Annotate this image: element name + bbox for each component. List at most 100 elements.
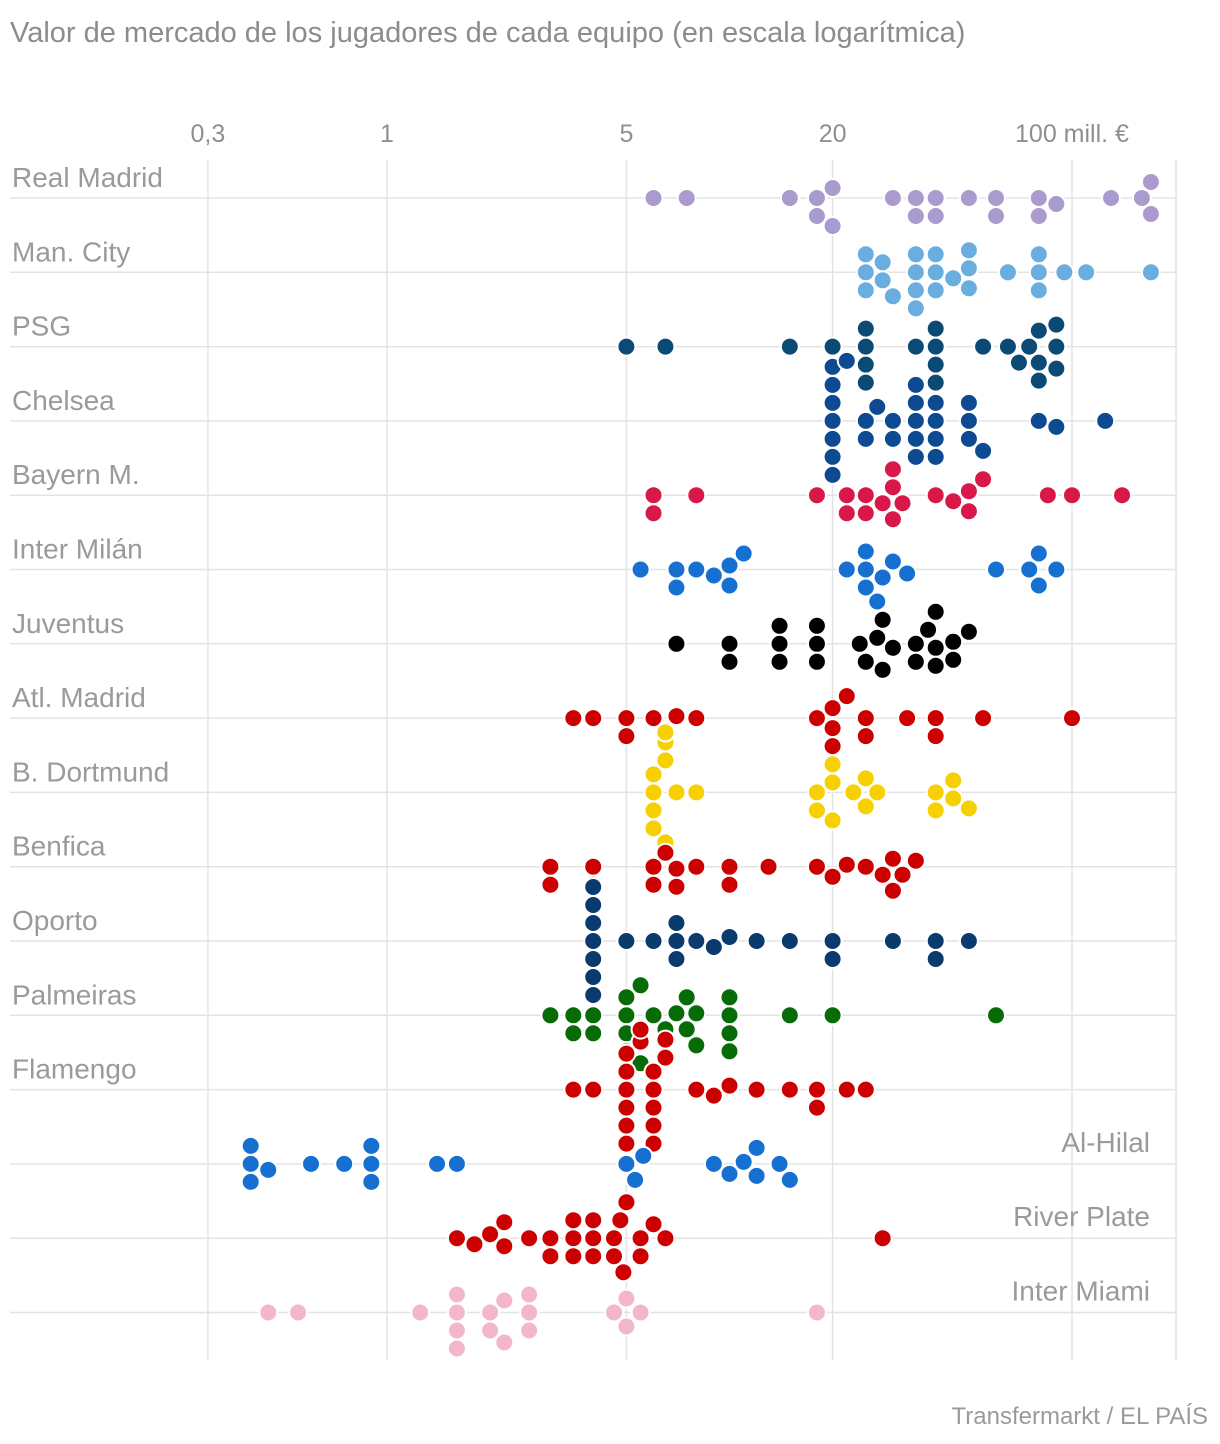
player-dot	[882, 509, 903, 530]
player-dot	[361, 1153, 382, 1174]
team-label: Bayern M.	[12, 459, 140, 490]
player-dot	[958, 240, 979, 261]
player-dot	[882, 188, 903, 208]
player-dot	[925, 244, 946, 265]
player-dot	[806, 188, 827, 208]
player-dot	[822, 1005, 843, 1026]
player-dot	[872, 270, 893, 291]
player-dot	[1028, 410, 1049, 431]
player-dot	[746, 1165, 767, 1186]
player-dot	[666, 931, 687, 951]
player-dot	[719, 1075, 740, 1096]
team-label: Flamengo	[12, 1054, 137, 1085]
player-dot	[1028, 543, 1049, 564]
player-dot	[882, 848, 903, 869]
team-label: Benfica	[12, 831, 106, 862]
player-dot	[583, 985, 604, 1005]
team-label: B. Dortmund	[12, 756, 169, 787]
player-dot	[563, 1246, 584, 1267]
player-dot	[836, 1079, 857, 1100]
player-dot	[446, 1302, 467, 1323]
player-dot	[1028, 188, 1049, 208]
player-dot	[925, 726, 946, 747]
player-dot	[583, 1079, 604, 1100]
player-dot	[666, 782, 687, 803]
player-dot	[806, 782, 827, 803]
player-dot	[616, 987, 637, 1008]
player-dot	[855, 541, 876, 562]
player-dot	[603, 1228, 624, 1249]
player-dot	[843, 782, 864, 803]
player-dot	[686, 1079, 707, 1100]
player-dot	[616, 1192, 637, 1213]
team-label: Inter Miami	[1012, 1276, 1150, 1307]
player-dot	[630, 1019, 651, 1040]
player-dot	[1076, 262, 1097, 283]
player-dot	[633, 1145, 654, 1166]
player-dot	[603, 1246, 624, 1267]
player-dot	[872, 493, 893, 514]
player-dot	[361, 1135, 382, 1156]
player-dot	[666, 913, 687, 933]
player-dot	[925, 708, 946, 729]
player-dot	[666, 949, 687, 969]
player-dot	[361, 1171, 382, 1192]
player-dot	[494, 1332, 515, 1353]
team-row: Man. City	[10, 236, 1176, 319]
player-dot	[769, 615, 790, 636]
player-dot	[1046, 416, 1067, 437]
player-dot	[943, 491, 964, 512]
player-dot	[446, 1338, 467, 1359]
player-dot	[822, 446, 843, 467]
player-dot	[855, 244, 876, 265]
player-dot	[925, 392, 946, 413]
player-dot	[258, 1159, 279, 1180]
team-label: Man. City	[12, 236, 130, 267]
player-dot	[703, 1153, 724, 1174]
player-dot	[1028, 206, 1049, 226]
player-dot	[925, 485, 946, 506]
player-dot	[1019, 336, 1040, 357]
player-dot	[616, 1005, 637, 1026]
team-label: Palmeiras	[12, 979, 136, 1010]
player-dot	[719, 856, 740, 877]
player-dot	[905, 298, 926, 319]
player-dot	[563, 1005, 584, 1026]
player-dot	[973, 440, 994, 461]
player-dot	[1095, 410, 1116, 431]
player-dot	[643, 800, 664, 821]
player-dot	[779, 188, 800, 208]
player-dot	[822, 949, 843, 969]
player-dot	[643, 818, 664, 839]
player-dot	[1028, 280, 1049, 301]
x-tick-label: 5	[619, 120, 633, 148]
player-dot	[655, 1029, 676, 1050]
player-dot	[686, 559, 707, 580]
player-dot	[1046, 336, 1067, 357]
player-dot	[905, 850, 926, 871]
player-dot	[958, 621, 979, 642]
player-dot	[703, 937, 724, 957]
player-dot	[519, 1284, 540, 1305]
player-dot	[583, 1023, 604, 1044]
player-dot	[806, 485, 827, 506]
player-dot	[867, 591, 888, 612]
player-dot	[958, 188, 979, 208]
player-dot	[872, 1228, 893, 1249]
player-dot	[288, 1302, 309, 1323]
player-dot	[872, 567, 893, 588]
player-dot	[836, 686, 857, 707]
player-dot	[643, 503, 664, 524]
player-dot	[905, 280, 926, 301]
player-dot	[779, 1079, 800, 1100]
player-dot	[855, 768, 876, 789]
player-dot	[806, 1302, 827, 1323]
team-row: Oporto	[10, 877, 1176, 1005]
player-dot	[258, 1302, 279, 1323]
team-row: Real Madrid	[10, 162, 1176, 236]
player-dot	[918, 619, 939, 640]
player-dot	[334, 1153, 355, 1174]
player-dot	[719, 987, 740, 1008]
player-dot	[494, 1212, 515, 1233]
player-dot	[986, 559, 1007, 580]
